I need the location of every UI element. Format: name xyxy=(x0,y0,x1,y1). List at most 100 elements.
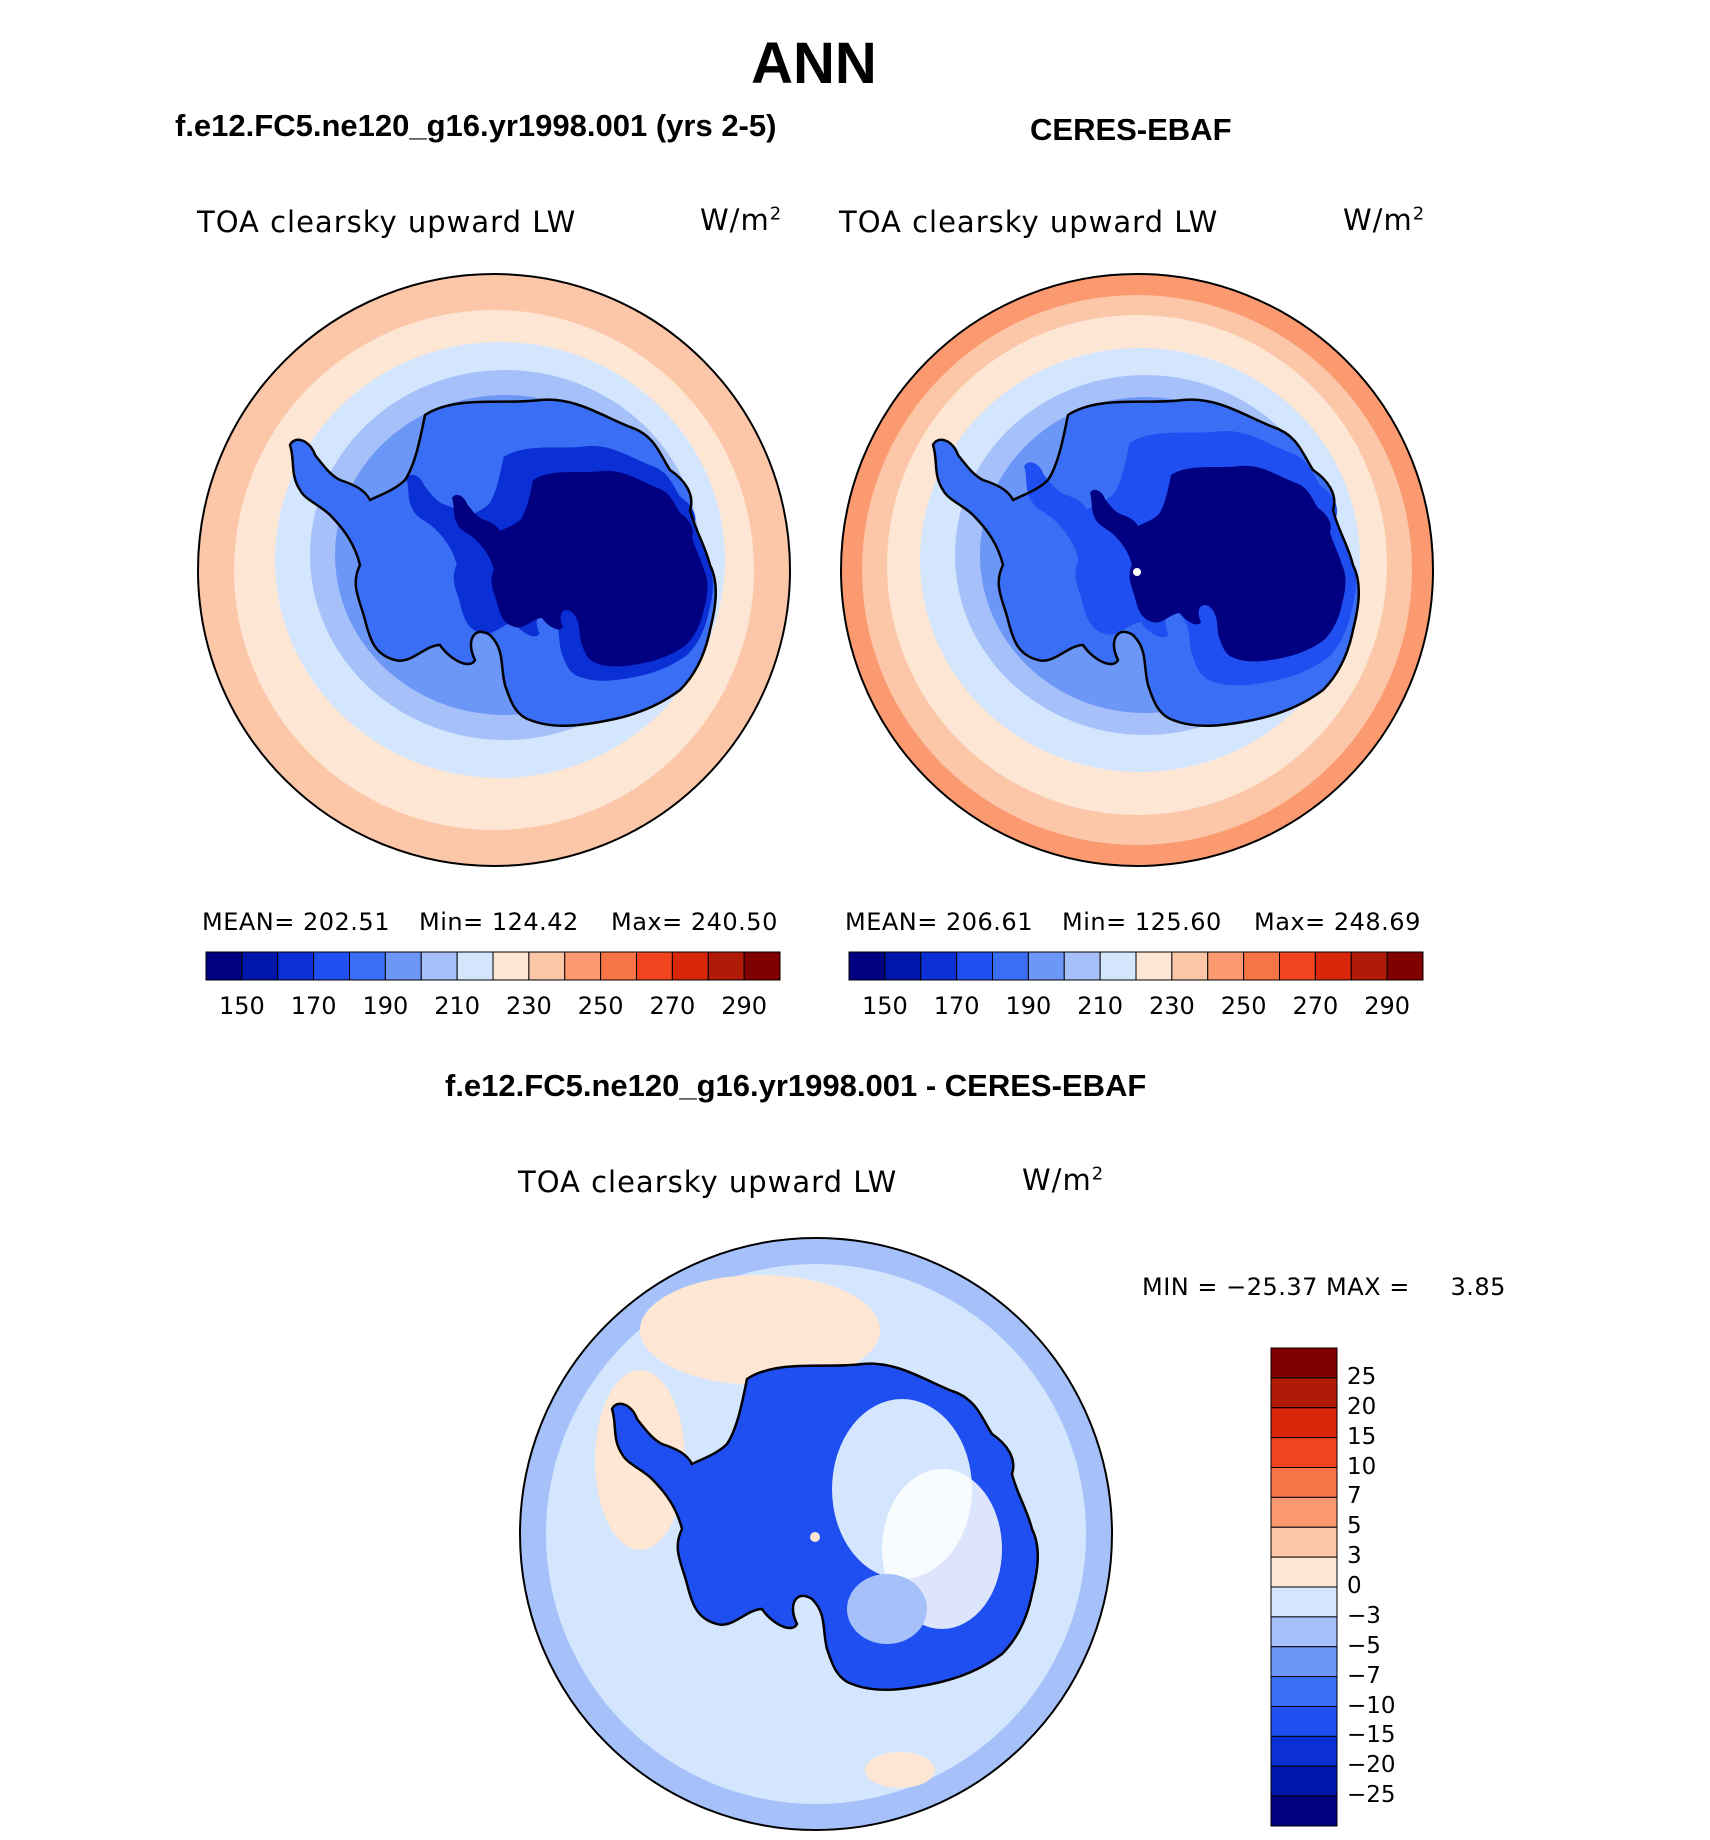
colorbar-tick-label: 150 xyxy=(218,992,265,1020)
colorbar-swatch xyxy=(1099,951,1137,981)
colorbar-tick-label: −3 xyxy=(1347,1602,1381,1629)
colorbar-swatch xyxy=(600,951,637,981)
colorbar-swatch xyxy=(743,951,781,981)
colorbar-swatch xyxy=(1270,1467,1338,1498)
colorbar-swatch xyxy=(1270,1556,1338,1588)
left-panel-title: f.e12.FC5.ne120_g16.yr1998.001 (yrs 2-5) xyxy=(175,108,777,143)
colorbar-swatch xyxy=(205,951,243,981)
colorbar-swatch xyxy=(1027,951,1065,981)
right-min-stat: Min= 125.60 xyxy=(1062,908,1222,936)
colorbar-swatch xyxy=(1270,1795,1338,1827)
colorbar-swatch xyxy=(528,951,566,981)
colorbar-swatch xyxy=(1135,951,1173,981)
colorbar-swatch xyxy=(1270,1347,1338,1379)
colorbar-tick-label: −5 xyxy=(1347,1632,1381,1659)
colorbar-tick-label: 230 xyxy=(505,992,552,1020)
colorbar-swatch xyxy=(1270,1676,1338,1707)
left-map xyxy=(197,273,791,867)
colorbar-swatch xyxy=(564,951,602,981)
colorbar-tick-label: −20 xyxy=(1347,1752,1396,1779)
right-map xyxy=(840,273,1434,867)
right-max-stat: Max= 248.69 xyxy=(1254,908,1421,936)
colorbar-tick-label: 270 xyxy=(649,992,696,1020)
colorbar-swatch xyxy=(992,951,1029,981)
colorbar-swatch xyxy=(956,951,993,981)
colorbar-swatch xyxy=(848,951,886,981)
colorbar-tick-label: 0 xyxy=(1347,1573,1362,1599)
colorbar-tick-label: 25 xyxy=(1347,1363,1377,1390)
colorbar-tick-label: −15 xyxy=(1347,1722,1396,1749)
diff-variable-label: TOA clearsky upward LW xyxy=(518,1165,898,1199)
colorbar-swatch xyxy=(241,951,279,981)
colorbar-tick-label: 15 xyxy=(1347,1423,1377,1450)
diff-units-label: W/m2 xyxy=(1022,1163,1105,1197)
left-units-label: W/m2 xyxy=(700,203,783,237)
right-colorbar xyxy=(848,951,1424,981)
colorbar-swatch xyxy=(1171,951,1209,981)
right-variable-label: TOA clearsky upward LW xyxy=(839,205,1219,239)
left-mean-stat: MEAN= 202.51 xyxy=(202,908,390,936)
colorbar-tick-label: 10 xyxy=(1347,1453,1377,1480)
colorbar-swatch xyxy=(920,951,958,981)
colorbar-tick-label: 20 xyxy=(1347,1393,1377,1420)
colorbar-swatch xyxy=(313,951,350,981)
colorbar-swatch xyxy=(671,951,709,981)
colorbar-tick-label: 270 xyxy=(1292,992,1339,1020)
colorbar-swatch xyxy=(1270,1646,1338,1678)
diff-panel-title: f.e12.FC5.ne120_g16.yr1998.001 - CERES-E… xyxy=(445,1068,1147,1103)
colorbar-swatch xyxy=(1270,1526,1338,1558)
right-panel-title: CERES-EBAF xyxy=(1030,112,1232,147)
colorbar-swatch xyxy=(1350,951,1388,981)
colorbar-tick-label: 290 xyxy=(1364,992,1411,1020)
colorbar-swatch xyxy=(1063,951,1101,981)
colorbar-swatch xyxy=(384,951,422,981)
colorbar-tick-label: −7 xyxy=(1347,1662,1381,1689)
colorbar-tick-label: 170 xyxy=(933,992,980,1020)
difference-map xyxy=(519,1237,1113,1831)
colorbar-tick-label: 210 xyxy=(434,992,481,1020)
left-colorbar xyxy=(205,951,781,981)
colorbar-tick-label: 230 xyxy=(1148,992,1195,1020)
colorbar-swatch xyxy=(1270,1616,1338,1648)
colorbar-swatch xyxy=(1314,951,1352,981)
colorbar-swatch xyxy=(1279,951,1316,981)
colorbar-swatch xyxy=(1270,1706,1338,1737)
colorbar-swatch xyxy=(707,951,745,981)
colorbar-tick-label: 5 xyxy=(1347,1513,1362,1540)
colorbar-tick-label: 7 xyxy=(1347,1483,1362,1510)
colorbar-swatch xyxy=(1243,951,1280,981)
diff-minmax-stat: MIN = −25.37 MAX = 3.85 xyxy=(1142,1273,1506,1301)
colorbar-tick-label: 190 xyxy=(1005,992,1052,1020)
left-variable-label: TOA clearsky upward LW xyxy=(197,205,577,239)
colorbar-swatch xyxy=(1270,1735,1338,1767)
colorbar-tick-label: 3 xyxy=(1347,1543,1362,1570)
right-units-label: W/m2 xyxy=(1343,203,1426,237)
colorbar-tick-label: 250 xyxy=(577,992,624,1020)
colorbar-swatch xyxy=(1386,951,1424,981)
colorbar-tick-label: 250 xyxy=(1220,992,1267,1020)
colorbar-swatch xyxy=(1270,1586,1338,1618)
colorbar-tick-label: −10 xyxy=(1347,1692,1396,1719)
colorbar-swatch xyxy=(884,951,922,981)
colorbar-tick-label: −25 xyxy=(1347,1782,1396,1809)
colorbar-swatch xyxy=(277,951,315,981)
colorbar-tick-label: 290 xyxy=(721,992,768,1020)
colorbar-swatch xyxy=(1207,951,1245,981)
colorbar-swatch xyxy=(1270,1496,1338,1528)
colorbar-swatch xyxy=(349,951,386,981)
colorbar-swatch xyxy=(636,951,673,981)
colorbar-tick-label: 150 xyxy=(861,992,908,1020)
colorbar-tick-label: 170 xyxy=(290,992,337,1020)
left-min-stat: Min= 124.42 xyxy=(419,908,579,936)
colorbar-swatch xyxy=(456,951,494,981)
colorbar-swatch xyxy=(420,951,458,981)
difference-colorbar xyxy=(1270,1347,1338,1827)
colorbar-swatch xyxy=(1270,1407,1338,1439)
colorbar-swatch xyxy=(1270,1377,1338,1409)
colorbar-tick-label: 210 xyxy=(1077,992,1124,1020)
colorbar-swatch xyxy=(1270,1437,1338,1468)
colorbar-swatch xyxy=(492,951,530,981)
colorbar-swatch xyxy=(1270,1765,1338,1797)
figure-title: ANN xyxy=(751,31,877,96)
